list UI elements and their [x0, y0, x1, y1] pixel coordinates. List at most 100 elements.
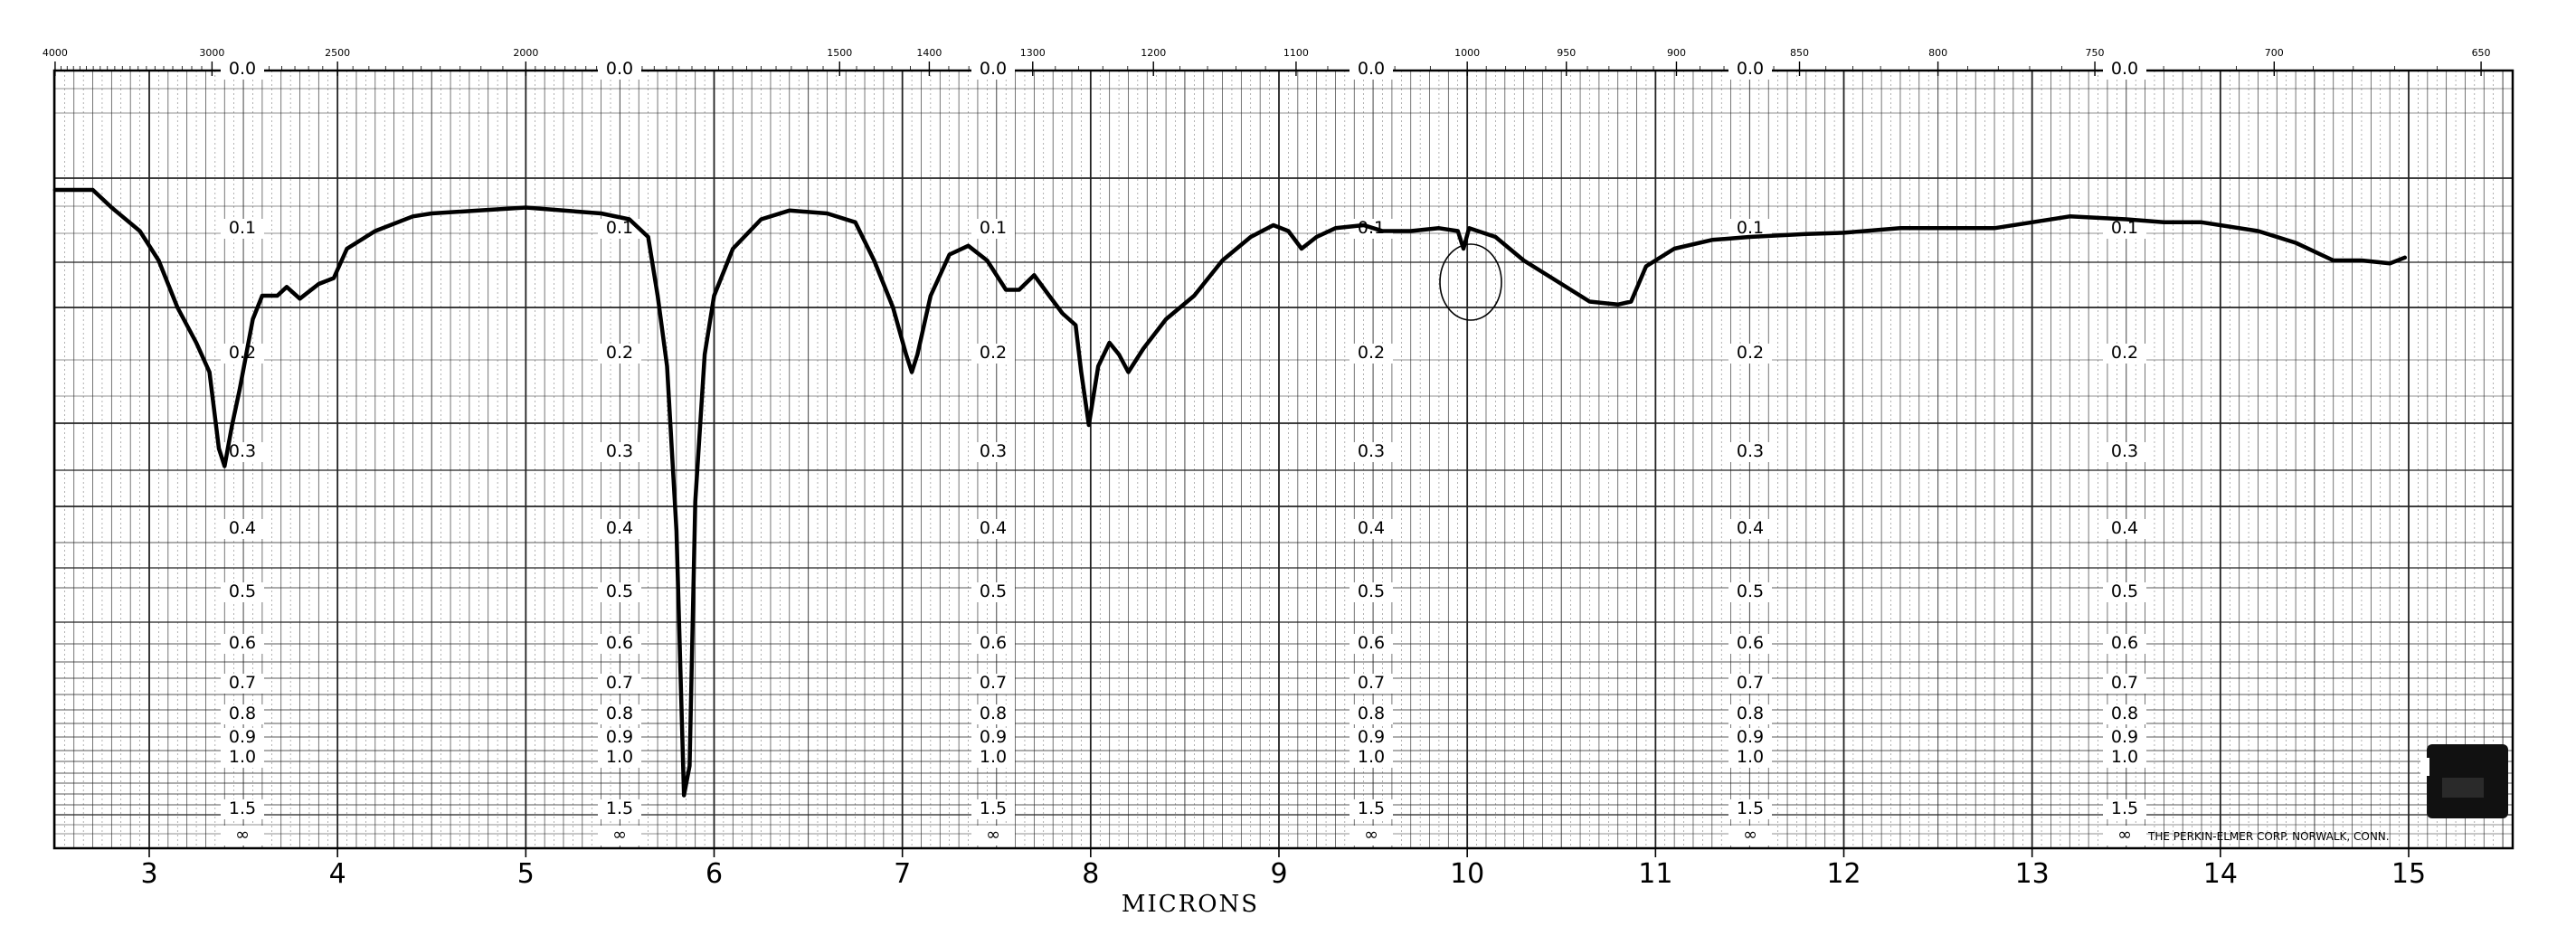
absorbance-label-bg	[2103, 674, 2146, 694]
absorbance-label-bg	[598, 582, 641, 602]
absorbance-label-bg	[2103, 519, 2146, 539]
absorbance-label-bg	[598, 728, 641, 748]
absorbance-label-bg	[221, 519, 264, 539]
wavenumber-tick-label: 2500	[325, 47, 350, 59]
absorbance-label: 0.6	[1737, 633, 1764, 653]
absorbance-label-bg	[1350, 344, 1393, 364]
absorbance-label-bg	[598, 219, 641, 239]
absorbance-label-bg	[1350, 826, 1393, 846]
absorbance-label: 1.5	[606, 798, 633, 818]
absorbance-label: 0.1	[229, 218, 256, 238]
absorbance-label: 1.0	[1358, 747, 1385, 767]
absorbance-label-bg	[1350, 519, 1393, 539]
absorbance-label: 1.0	[229, 747, 256, 767]
absorbance-label-bg	[1350, 748, 1393, 768]
absorbance-label: 0.7	[2111, 673, 2138, 693]
absorbance-scale: 0.00.10.20.30.40.50.60.70.80.91.01.5∞0.0…	[221, 59, 2146, 846]
absorbance-label-bg	[2103, 442, 2146, 462]
absorbance-label: ∞	[1364, 825, 1378, 845]
absorbance-label-bg	[1728, 344, 1772, 364]
absorbance-label-bg	[221, 582, 264, 602]
absorbance-label-bg	[221, 826, 264, 846]
absorbance-label-bg	[598, 799, 641, 819]
absorbance-label-bg	[1728, 748, 1772, 768]
absorbance-label: 0.8	[2111, 704, 2138, 723]
absorbance-label-bg	[1350, 704, 1393, 724]
micron-tick-label: 12	[1826, 858, 1861, 890]
absorbance-label-bg	[598, 60, 641, 80]
absorbance-label-bg	[2103, 748, 2146, 768]
absorbance-label-bg	[1350, 582, 1393, 602]
absorbance-label: 0.9	[1358, 727, 1385, 747]
absorbance-label: 0.8	[1358, 704, 1385, 723]
absorbance-label: 0.5	[2111, 581, 2138, 601]
wavenumber-tick-label: 1400	[916, 47, 942, 59]
absorbance-label-bg	[971, 704, 1015, 724]
absorbance-label-bg	[598, 634, 641, 654]
absorbance-label-bg	[1350, 674, 1393, 694]
absorbance-label: 0.0	[1358, 59, 1385, 79]
micron-tick-label: 14	[2203, 858, 2238, 890]
absorbance-label: 0.8	[980, 704, 1007, 723]
absorbance-label-bg	[2103, 704, 2146, 724]
absorbance-label: 1.0	[606, 747, 633, 767]
absorbance-label: 0.3	[606, 441, 633, 461]
stamp-mark	[2420, 744, 2508, 818]
absorbance-label-bg	[1728, 60, 1772, 80]
pen-circle-annotation	[1439, 243, 1502, 321]
absorbance-label: 0.2	[1737, 343, 1764, 363]
absorbance-label: ∞	[986, 825, 1000, 845]
absorbance-label: 1.5	[229, 798, 256, 818]
wavenumber-tick-label: 950	[1557, 47, 1576, 59]
absorbance-label-bg	[971, 634, 1015, 654]
wavenumber-tick-label: 1300	[1020, 47, 1046, 59]
wavenumber-tick-label: 2000	[513, 47, 538, 59]
absorbance-label: 0.3	[2111, 441, 2138, 461]
micron-tick-label: 11	[1638, 858, 1672, 890]
absorbance-label: 0.1	[2111, 218, 2138, 238]
absorbance-label: ∞	[235, 825, 250, 845]
absorbance-label-bg	[971, 748, 1015, 768]
absorbance-label-bg	[1350, 634, 1393, 654]
manufacturer-credit: THE PERKIN-ELMER CORP. NORWALK, CONN.	[2147, 830, 2390, 843]
absorbance-label: 0.7	[229, 673, 256, 693]
wavenumber-tick-label: 1500	[827, 47, 852, 59]
absorbance-label: 0.8	[229, 704, 256, 723]
absorbance-label: 0.4	[980, 518, 1007, 538]
spectrum-series-line	[52, 187, 2408, 798]
absorbance-label-bg	[1728, 799, 1772, 819]
absorbance-label: 0.5	[606, 581, 633, 601]
absorbance-label-bg	[971, 799, 1015, 819]
absorbance-label: 0.7	[980, 673, 1007, 693]
absorbance-label: 0.4	[606, 518, 633, 538]
plot-frame	[52, 69, 2514, 850]
absorbance-label: 0.5	[1737, 581, 1764, 601]
absorbance-label-bg	[1350, 799, 1393, 819]
absorbance-label: 0.9	[606, 727, 633, 747]
absorbance-label-bg	[1350, 728, 1393, 748]
absorbance-label: 1.5	[2111, 798, 2138, 818]
wavenumber-tick-label: 1200	[1141, 47, 1166, 59]
absorbance-label-bg	[971, 60, 1015, 80]
absorbance-label-bg	[221, 728, 264, 748]
micron-tick-label: 15	[2391, 858, 2426, 890]
absorbance-label: ∞	[1743, 825, 1757, 845]
absorbance-label-bg	[598, 344, 641, 364]
absorbance-label: 0.5	[980, 581, 1007, 601]
absorbance-label: 0.6	[229, 633, 256, 653]
absorbance-label-bg	[598, 442, 641, 462]
absorbance-label: 0.3	[229, 441, 256, 461]
micron-tick-label: 6	[706, 858, 723, 890]
wavenumber-tick-label: 700	[2265, 47, 2284, 59]
micron-tick-label: 4	[329, 858, 346, 890]
absorbance-label-bg	[221, 704, 264, 724]
absorbance-label: 0.4	[229, 518, 256, 538]
absorbance-label: 0.9	[1737, 727, 1764, 747]
absorbance-label: 0.3	[1358, 441, 1385, 461]
absorbance-label-bg	[1728, 728, 1772, 748]
absorbance-label: 0.4	[2111, 518, 2138, 538]
absorbance-label: 0.2	[2111, 343, 2138, 363]
absorbance-label: 0.3	[980, 441, 1007, 461]
absorbance-label: 1.5	[980, 798, 1007, 818]
